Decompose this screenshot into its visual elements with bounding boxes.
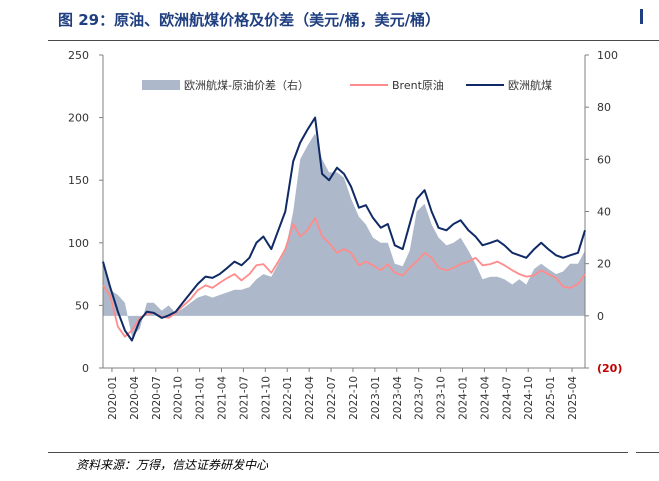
x-tick-label: 2021-01 — [195, 376, 207, 420]
top-divider — [48, 40, 659, 41]
y-left-tick-label: 100 — [68, 237, 89, 250]
x-tick-label: 2023-01 — [370, 376, 382, 420]
y-left-tick-label: 0 — [82, 362, 89, 375]
y-right-tick-label: 60 — [597, 153, 611, 166]
x-tick-label: 2024-10 — [523, 376, 535, 420]
series-jet-fuel-line — [102, 116, 586, 342]
page-title: 图 29：原油、欧洲航煤价格及价差（美元/桶，美元/桶） — [58, 11, 441, 29]
x-tick-label: 2024-07 — [501, 376, 513, 420]
y-right-tick-label: 80 — [597, 101, 611, 114]
x-tick-label: 2020-07 — [151, 376, 163, 420]
source-note: 资料来源：万得，信达证券研发中心 — [76, 458, 269, 472]
y-right-tick-label: 20 — [597, 258, 611, 271]
legend-swatch-spread — [142, 80, 180, 90]
x-tick-label: 2024-04 — [479, 376, 491, 420]
lines-layer — [102, 116, 586, 342]
spread-area-layer — [103, 133, 585, 337]
x-tick-label: 2025-01 — [545, 376, 557, 420]
legend: 欧洲航煤-原油价差（右） Brent原油 欧洲航煤 — [142, 78, 552, 92]
x-tick-label: 2021-10 — [260, 376, 272, 420]
y-right-tick-label: 100 — [597, 49, 618, 62]
legend-label: Brent原油 — [392, 78, 444, 92]
y-left-tick-label: 200 — [68, 112, 89, 125]
x-tick-label: 2020-10 — [173, 376, 185, 420]
series-spread-area — [103, 133, 585, 337]
x-tick-label: 2023-04 — [392, 376, 404, 420]
x-tick-label: 2020-01 — [107, 376, 119, 420]
x-tick-label: 2024-01 — [458, 376, 470, 420]
x-tick-label: 2021-07 — [238, 376, 250, 420]
y-right-tick-label: 40 — [597, 206, 611, 219]
x-tick-label: 2022-04 — [304, 376, 316, 420]
bottom-divider — [48, 452, 628, 453]
y-right-tick-label: (20) — [597, 362, 622, 375]
x-tick-label: 2020-04 — [129, 376, 141, 420]
x-tick-label: 2021-04 — [217, 376, 229, 420]
x-tick-label: 2023-07 — [414, 376, 426, 420]
x-tick-label: 2022-10 — [348, 376, 360, 420]
y-left-tick-label: 150 — [68, 174, 89, 187]
legend-label: 欧洲航煤-原油价差（右） — [184, 78, 309, 92]
axes-layer: 0 50 100 150 200 250 (20) 0 20 40 60 80 100 2020-01 20… — [68, 49, 622, 420]
bottom-divider-right — [636, 452, 659, 453]
x-tick-label: 2023-10 — [436, 376, 448, 420]
x-tick-label: 2022-07 — [326, 376, 338, 420]
series-brent-line — [102, 216, 586, 338]
corner-marker — [640, 9, 643, 24]
x-tick-label: 2025-04 — [567, 376, 579, 420]
y-left-tick-label: 50 — [75, 299, 89, 312]
y-left-tick-label: 250 — [68, 49, 89, 62]
y-right-tick-label: 0 — [597, 310, 604, 323]
legend-label: 欧洲航煤 — [508, 78, 552, 92]
x-tick-label: 2022-01 — [282, 376, 294, 420]
